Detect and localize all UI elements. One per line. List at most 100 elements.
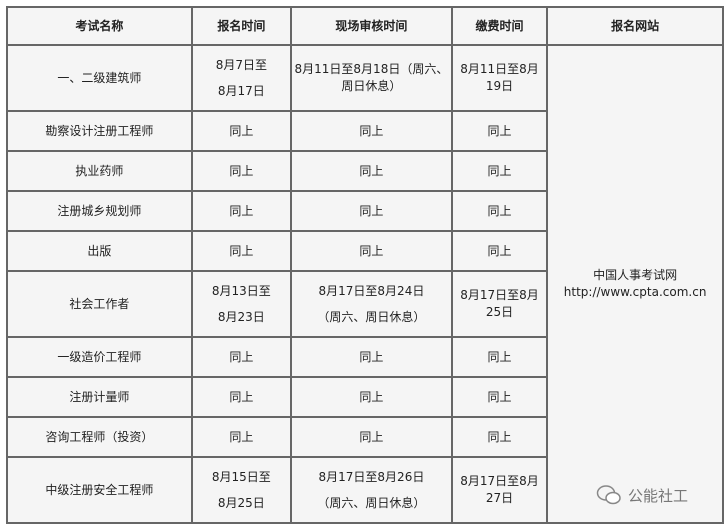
registration-time-cell: 同上 — [190, 336, 292, 378]
table-row: 注册城乡规划师 同上 同上 同上 — [6, 190, 723, 232]
cell-text: 中级注册安全工程师 — [45, 482, 154, 497]
review-time-cell: 同上 — [289, 416, 453, 458]
table-row: 勘察设计注册工程师 同上 同上 同上 — [6, 110, 723, 152]
cell-text: 8月17日至8月27日 — [460, 474, 539, 505]
cell-text: 同上 — [359, 243, 384, 258]
review-time-cell: 8月17日至8月24日 （周六、周日休息） — [289, 270, 453, 338]
cell-text: 同上 — [229, 349, 254, 364]
exam-name-cell: 执业药师 — [6, 150, 193, 192]
cell-text: 同上 — [359, 163, 384, 178]
fee-time-cell: 8月11日至8月19日 — [450, 44, 549, 112]
review-time-cell: 同上 — [289, 336, 453, 378]
cell-text: 注册城乡规划师 — [57, 203, 142, 218]
cell-text: 同上 — [487, 163, 512, 178]
cell-text: 同上 — [359, 429, 384, 444]
fee-time-cell: 同上 — [450, 230, 549, 272]
registration-time-cell: 8月7日至 8月17日 — [190, 44, 292, 112]
review-time-cell: 8月17日至8月26日 （周六、周日休息） — [289, 456, 453, 524]
exam-name-cell: 咨询工程师（投资） — [6, 416, 193, 458]
header-row: 考试名称 报名时间 现场审核时间 缴费时间 报名网站 — [6, 6, 724, 46]
cell-text: 8月15日至 — [211, 470, 271, 484]
exam-name-cell: 注册计量师 — [6, 376, 193, 418]
table-row: 注册计量师 同上 同上 同上 — [6, 376, 723, 418]
cell-text: 8月17日至8月26日 — [318, 470, 425, 484]
registration-time-cell: 同上 — [190, 230, 292, 272]
cell-text: 8月13日至 — [211, 284, 271, 298]
exam-name-cell: 注册城乡规划师 — [6, 190, 193, 232]
cell-text: 一、二级建筑师 — [57, 70, 142, 85]
cell-text: 一级造价工程师 — [57, 349, 142, 364]
watermark: 公能社工 — [596, 484, 688, 506]
cell-text: （周六、周日休息） — [317, 496, 426, 510]
header-review-time: 现场审核时间 — [289, 6, 453, 46]
cell-text: 社会工作者 — [69, 296, 130, 311]
review-time-cell: 同上 — [289, 110, 453, 152]
cell-text: 同上 — [487, 123, 512, 138]
cell-text: 同上 — [229, 429, 254, 444]
watermark-text: 公能社工 — [628, 486, 689, 505]
review-time-cell: 同上 — [289, 190, 453, 232]
cell-text: 同上 — [229, 243, 254, 258]
exam-name-cell: 一级造价工程师 — [6, 336, 193, 378]
review-time-cell: 8月11日至8月18日（周六、周日休息） — [289, 44, 453, 112]
cell-text: 同上 — [359, 349, 384, 364]
fee-time-cell: 同上 — [450, 416, 549, 458]
fee-time-cell: 同上 — [450, 190, 549, 232]
cell-text: 同上 — [229, 203, 254, 218]
cell-text: 同上 — [487, 203, 512, 218]
cell-text: 同上 — [359, 123, 384, 138]
header-fee-time: 缴费时间 — [450, 6, 549, 46]
registration-time-cell: 8月13日至 8月23日 — [190, 270, 292, 338]
cell-text: 8月17日至8月25日 — [460, 288, 539, 319]
cell-text: 勘察设计注册工程师 — [45, 123, 154, 138]
exam-name-cell: 出版 — [6, 230, 193, 272]
fee-time-cell: 8月17日至8月27日 — [450, 456, 549, 524]
registration-time-cell: 同上 — [190, 376, 292, 418]
fee-time-cell: 8月17日至8月25日 — [450, 270, 549, 338]
cell-text: http://www.cpta.com.cn — [563, 285, 707, 299]
fee-time-cell: 同上 — [450, 110, 549, 152]
cell-text: 咨询工程师（投资） — [45, 429, 154, 444]
exam-name-cell: 勘察设计注册工程师 — [6, 110, 193, 152]
cell-text: 出版 — [87, 243, 112, 258]
cell-text: 8月25日 — [217, 496, 265, 510]
cell-text: 同上 — [487, 349, 512, 364]
wechat-icon — [596, 485, 621, 505]
cell-text: 同上 — [229, 123, 254, 138]
exam-name-cell: 一、二级建筑师 — [6, 44, 193, 112]
table-row: 中级注册安全工程师 8月15日至 8月25日 8月17日至8月26日 （周六、周日休息）… — [6, 456, 723, 524]
cell-text: （周六、周日休息） — [317, 310, 426, 324]
table-row: 咨询工程师（投资） 同上 同上 同上 — [6, 416, 723, 458]
table-row: 一、二级建筑师 8月7日至 8月17日 8月11日至8月18日（周六、周日休息） 8月1… — [6, 44, 724, 524]
review-time-cell: 同上 — [289, 230, 453, 272]
registration-time-cell: 同上 — [190, 416, 292, 458]
fee-time-cell: 同上 — [450, 336, 549, 378]
exam-schedule-table: 考试名称 报名时间 现场审核时间 缴费时间 报名网站 一、二级建筑师 8月7日至 8… — [6, 6, 724, 524]
registration-time-cell: 同上 — [190, 190, 292, 232]
cell-text: 同上 — [359, 203, 384, 218]
review-time-cell: 同上 — [289, 376, 453, 418]
exam-name-cell: 中级注册安全工程师 — [6, 456, 193, 524]
exam-name-cell: 社会工作者 — [6, 270, 193, 338]
cell-text: 8月17日 — [217, 84, 265, 98]
registration-time-cell: 同上 — [190, 150, 292, 192]
header-registration-time: 报名时间 — [190, 6, 292, 46]
cell-text: 8月17日至8月24日 — [318, 284, 425, 298]
cell-text: 8月11日至8月19日 — [460, 62, 539, 93]
cell-text: 同上 — [487, 389, 512, 404]
header-website: 报名网站 — [546, 6, 724, 46]
cell-text: 同上 — [487, 243, 512, 258]
table-row: 出版 同上 同上 同上 — [6, 230, 723, 272]
review-time-cell: 同上 — [289, 150, 453, 192]
fee-time-cell: 同上 — [450, 376, 549, 418]
cell-text: 8月11日至8月18日（周六、周日休息） — [294, 62, 449, 93]
cell-text: 同上 — [359, 389, 384, 404]
cell-text: 中国人事考试网 — [593, 268, 678, 282]
registration-time-cell: 同上 — [190, 110, 292, 152]
fee-time-cell: 同上 — [450, 150, 549, 192]
cell-text: 注册计量师 — [69, 389, 130, 404]
header-exam-name: 考试名称 — [6, 6, 193, 46]
cell-text: 同上 — [487, 429, 512, 444]
website-cell: 中国人事考试网 http://www.cpta.com.cn — [546, 44, 724, 524]
registration-time-cell: 8月15日至 8月25日 — [190, 456, 292, 524]
